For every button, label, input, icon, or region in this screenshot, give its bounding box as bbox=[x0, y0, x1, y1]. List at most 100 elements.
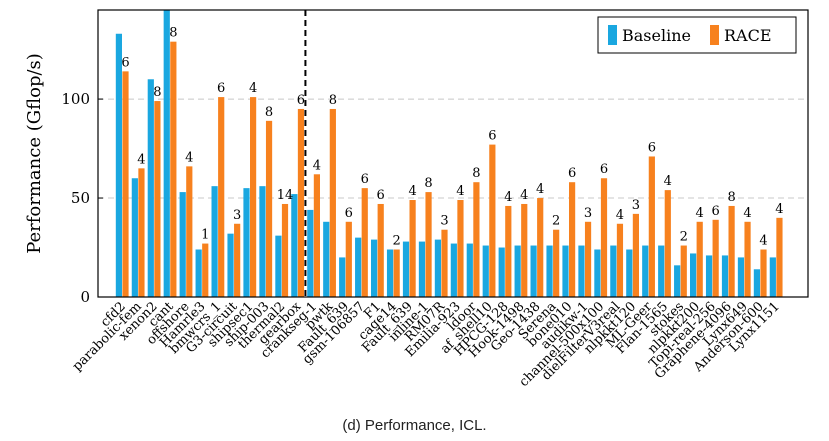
bar-race bbox=[297, 108, 305, 297]
bar-baseline bbox=[434, 239, 441, 297]
bar-baseline bbox=[147, 79, 154, 297]
bar-race bbox=[553, 229, 560, 297]
bar-baseline bbox=[546, 245, 553, 297]
bar-race bbox=[680, 245, 687, 297]
bar-baseline bbox=[450, 243, 457, 297]
bar-baseline bbox=[482, 245, 489, 297]
bar-baseline bbox=[498, 247, 505, 297]
bar-race bbox=[760, 249, 767, 297]
legend-swatch-race bbox=[710, 25, 719, 45]
bar-annotation: 6 bbox=[345, 206, 353, 221]
bar-baseline bbox=[514, 245, 521, 297]
y-axis-title: Performance (Gflop/s) bbox=[24, 53, 45, 254]
bar-baseline bbox=[402, 241, 410, 297]
bar-annotation: 2 bbox=[552, 214, 560, 229]
bar-annotation: 4 bbox=[249, 81, 257, 96]
bar-annotation: 8 bbox=[329, 93, 337, 108]
plot-frame bbox=[97, 9, 809, 298]
bar-baseline bbox=[594, 249, 601, 297]
bar-annotation: 6 bbox=[361, 172, 369, 187]
bar-baseline bbox=[339, 257, 346, 297]
bar-race bbox=[202, 243, 209, 297]
bar-baseline bbox=[163, 10, 170, 297]
bar-race bbox=[744, 221, 751, 297]
bar-baseline bbox=[530, 245, 537, 297]
bar-race bbox=[457, 200, 464, 297]
bar-baseline bbox=[227, 233, 234, 297]
bar-baseline bbox=[705, 255, 713, 297]
bar-baseline bbox=[179, 192, 186, 297]
legend: Baseline RACE bbox=[597, 16, 797, 54]
bar-race bbox=[186, 166, 193, 297]
bar-race bbox=[664, 190, 671, 297]
bar-annotation: 2 bbox=[393, 233, 401, 248]
bar-annotation: 6 bbox=[297, 93, 305, 108]
grid-lines bbox=[98, 98, 808, 199]
y-tick-label: 50 bbox=[71, 189, 90, 207]
bar-baseline bbox=[259, 186, 266, 297]
bar-annotation: 3 bbox=[584, 206, 592, 221]
bar-baseline bbox=[291, 194, 298, 297]
bar-baseline bbox=[243, 188, 250, 297]
bar-baseline bbox=[355, 237, 362, 297]
bar-baseline bbox=[642, 245, 649, 297]
bar-race bbox=[409, 200, 416, 297]
bar-baseline bbox=[769, 257, 776, 297]
bar-baseline bbox=[562, 245, 569, 297]
bar-baseline bbox=[275, 235, 282, 297]
bar-annotation: 4 bbox=[313, 158, 321, 173]
bar-annotation: 6 bbox=[488, 129, 496, 144]
bar-annotation: 4 bbox=[520, 188, 528, 203]
bar-race bbox=[712, 219, 719, 297]
bar-annotation: 4 bbox=[616, 208, 624, 223]
bar-race bbox=[138, 168, 145, 297]
bar-baseline bbox=[737, 257, 745, 297]
bar-baseline bbox=[115, 33, 122, 298]
bar-race bbox=[569, 182, 576, 297]
bar-race bbox=[122, 71, 129, 298]
bar-race bbox=[393, 249, 400, 297]
bar-baseline bbox=[323, 221, 330, 297]
bar-race bbox=[473, 182, 480, 297]
bar-annotation: 8 bbox=[265, 105, 273, 120]
bar-annotation: 4 bbox=[185, 150, 193, 165]
category-labels: cfd2parabolic-femxenon2cantoffshoreHamrl… bbox=[70, 298, 783, 390]
bar-annotation: 3 bbox=[233, 208, 241, 223]
bar-baseline bbox=[131, 178, 138, 297]
bar-annotation: 4 bbox=[456, 184, 464, 199]
bar-race bbox=[218, 97, 225, 297]
bar-annotation: 6 bbox=[217, 81, 225, 96]
y-tick-label: 100 bbox=[61, 90, 90, 108]
bar-baseline bbox=[674, 265, 681, 297]
bar-race bbox=[441, 229, 448, 297]
bar-baseline bbox=[753, 269, 760, 297]
bar-baseline bbox=[578, 245, 585, 297]
bar-race bbox=[154, 101, 161, 297]
bar-baseline bbox=[195, 249, 202, 297]
bar-annotation: 3 bbox=[440, 214, 448, 229]
axes: 0 50 100 bbox=[61, 9, 809, 306]
bar-annotation: 8 bbox=[424, 176, 432, 191]
bar-race bbox=[250, 97, 257, 297]
bar-race bbox=[345, 221, 352, 297]
bar-race bbox=[329, 108, 336, 297]
bar-annotation: 3 bbox=[632, 198, 640, 213]
bar-baseline bbox=[386, 249, 394, 297]
bars bbox=[115, 10, 783, 298]
bar-race bbox=[728, 205, 735, 297]
bar-race bbox=[648, 156, 655, 297]
bar-race bbox=[505, 205, 512, 297]
bar-baseline bbox=[211, 186, 218, 297]
bar-annotation: 2 bbox=[680, 230, 688, 245]
bar-race bbox=[361, 188, 368, 297]
bar-race bbox=[616, 223, 624, 297]
bar-race bbox=[632, 213, 639, 297]
figure-caption: (d) Performance, ICL. bbox=[342, 417, 487, 434]
bar-race bbox=[265, 120, 273, 298]
bar-baseline bbox=[690, 253, 697, 297]
bar-baseline bbox=[658, 245, 665, 297]
legend-box bbox=[597, 16, 797, 54]
bar-annotation: 8 bbox=[472, 166, 480, 181]
bar-annotation: 4 bbox=[743, 206, 751, 221]
